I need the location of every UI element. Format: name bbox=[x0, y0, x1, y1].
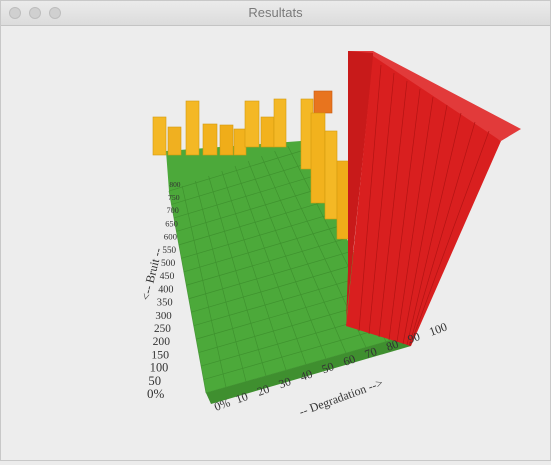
floor-surface bbox=[166, 141, 406, 393]
y-tick-label: 750 bbox=[168, 193, 180, 202]
floor-grid-line bbox=[221, 170, 287, 371]
x-tick-label: 20 bbox=[255, 382, 271, 399]
y-tick-label: 150 bbox=[151, 347, 169, 361]
floor-grid-line bbox=[234, 165, 307, 365]
y-tick-label: 350 bbox=[157, 298, 173, 309]
zoom-button[interactable] bbox=[49, 7, 61, 19]
floor-grid-line bbox=[181, 185, 227, 388]
floor-grid-line bbox=[173, 175, 316, 219]
y-tick-label: 500 bbox=[161, 259, 176, 269]
window-title: Resultats bbox=[248, 5, 303, 20]
x-tick-label: 60 bbox=[341, 352, 357, 369]
close-button[interactable] bbox=[9, 7, 21, 19]
floor-grid-line bbox=[176, 187, 323, 232]
y-tick-label: 600 bbox=[164, 232, 178, 242]
floor-grid-line bbox=[168, 150, 302, 192]
y-tick-label: 0% bbox=[147, 386, 165, 401]
floor-grid-line bbox=[186, 236, 351, 286]
floor-grid-line bbox=[178, 199, 330, 246]
floor-grid-line bbox=[203, 323, 400, 380]
floor-grid-line bbox=[181, 212, 337, 259]
y-tick-label: 650 bbox=[165, 218, 178, 228]
y-tick-label: 100 bbox=[150, 361, 168, 375]
floor-grid-line bbox=[188, 249, 358, 300]
y-tick-label: 400 bbox=[158, 284, 173, 295]
red-high-wall bbox=[346, 51, 521, 347]
chart-area: 0% 50 100 150 200 250 300 350 400 450 500 550 600 650… bbox=[1, 26, 550, 460]
y-tick-label: 50 bbox=[148, 374, 161, 388]
floor-grid-line bbox=[205, 335, 407, 394]
floor-grid-line bbox=[171, 162, 309, 205]
x-tick-label: 70 bbox=[363, 344, 379, 361]
x-tick-label: 10 bbox=[234, 389, 250, 406]
y-tick-label: 250 bbox=[154, 323, 171, 335]
floor-grid-line bbox=[193, 273, 372, 327]
floor-grid-line bbox=[195, 180, 247, 382]
minimize-button[interactable] bbox=[29, 7, 41, 19]
floor-shadow bbox=[206, 336, 411, 404]
floor-grid-line bbox=[261, 155, 347, 354]
y-tick-label: 300 bbox=[155, 310, 172, 322]
floor-grid-line bbox=[168, 190, 207, 394]
3d-bar-chart: 0%50100150200250300350400450500550600650… bbox=[138, 51, 521, 419]
x-tick-label: 30 bbox=[277, 374, 293, 391]
x-tick-label: 40 bbox=[298, 367, 314, 384]
floor-grid-line bbox=[191, 261, 365, 313]
x-tick-label: 0% bbox=[212, 395, 232, 414]
x-tick-label: 90 bbox=[406, 329, 422, 346]
y-tick-label: 800 bbox=[169, 180, 180, 189]
y-tick-label: 700 bbox=[167, 206, 179, 215]
title-bar: Resultats bbox=[1, 1, 550, 26]
floor-grid-line bbox=[247, 160, 327, 359]
x-axis-label: -- Degradation --> bbox=[297, 375, 385, 418]
back-row-bars bbox=[152, 98, 287, 156]
x-tick-label: 50 bbox=[320, 359, 336, 376]
floor-grid-line bbox=[183, 224, 344, 273]
x-tick-label: 80 bbox=[384, 337, 400, 354]
y-tick-label: 450 bbox=[160, 271, 175, 282]
y-tick-label: 200 bbox=[153, 335, 171, 348]
x-tick-label: 100 bbox=[427, 320, 449, 339]
y-tick-label: 550 bbox=[162, 245, 176, 255]
floor-grid-line bbox=[208, 175, 267, 376]
